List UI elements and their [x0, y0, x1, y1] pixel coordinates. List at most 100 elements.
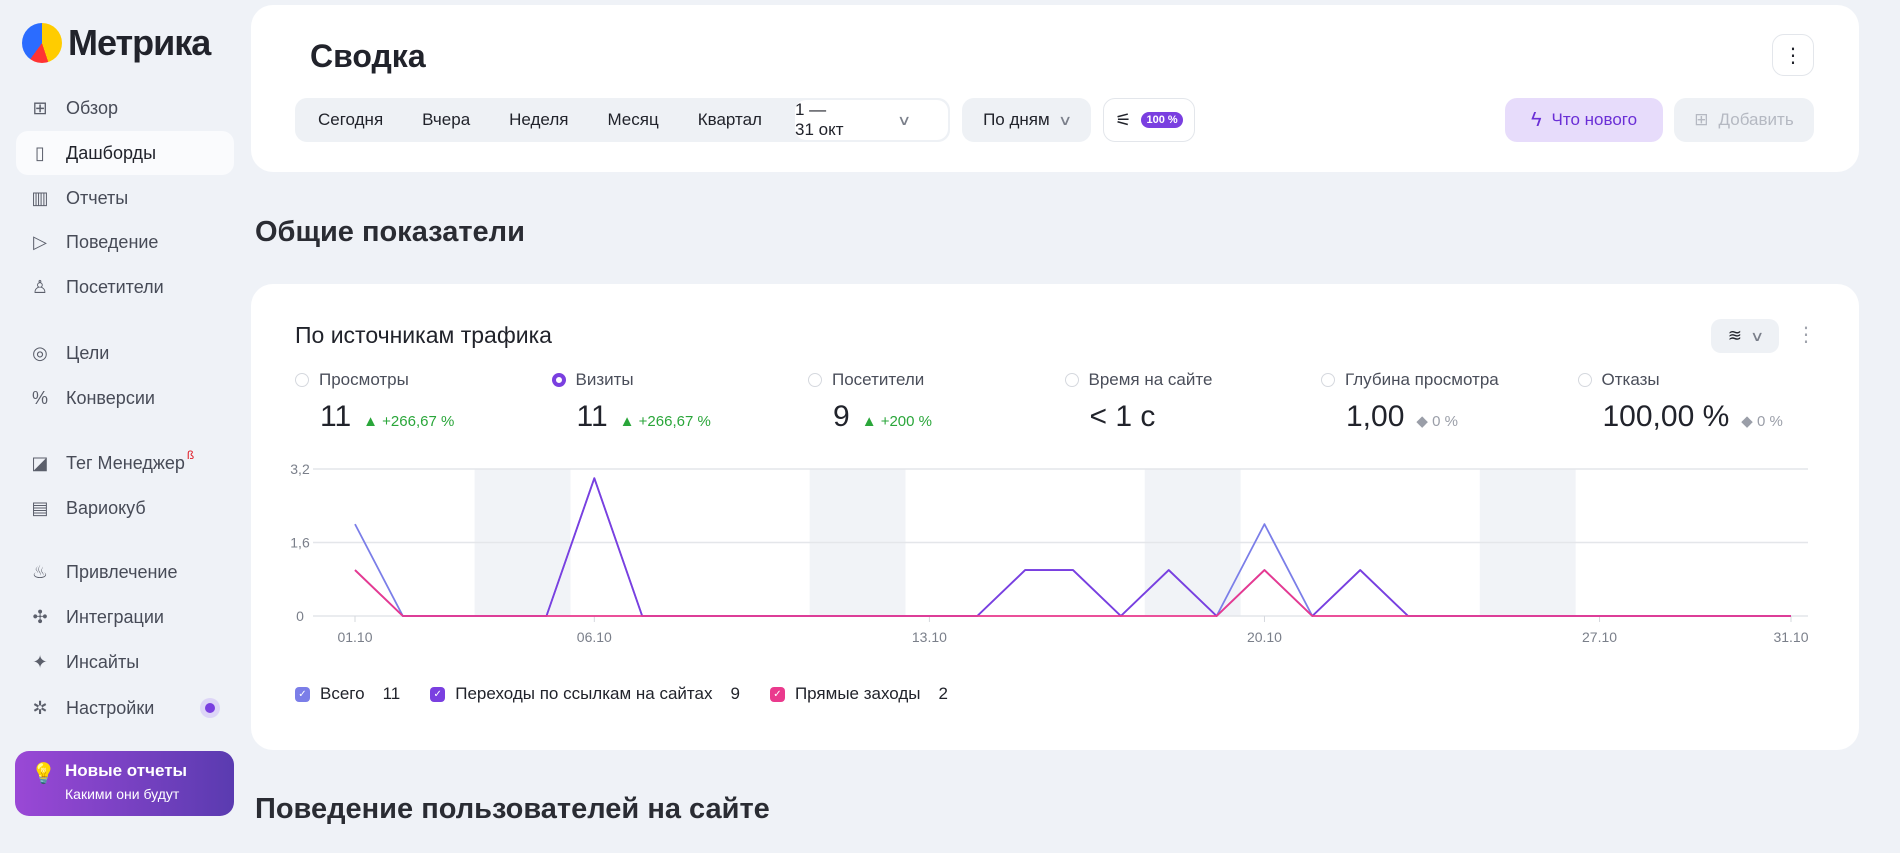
legend-total: 11 — [382, 684, 401, 703]
metric-label: Посетители — [832, 370, 925, 389]
promo-subtitle: Какими они будут — [65, 786, 180, 802]
x-tick-label: 01.10 — [337, 629, 372, 645]
period-yesterday[interactable]: Вчера — [422, 110, 471, 129]
sampling-badge: 100 % — [1141, 112, 1183, 128]
metric-label: Глубина просмотра — [1345, 370, 1499, 389]
metric-5[interactable]: Отказы 100,00 % ◆ 0 % — [1577, 370, 1783, 434]
sidebar-item-label: Цели — [66, 342, 110, 363]
sidebar-item-9[interactable]: ♨ Привлечение — [16, 550, 234, 594]
promo-new-reports[interactable]: 💡 Новые отчеты Какими они будут — [15, 751, 234, 816]
chevron-down-icon: ∨ — [1749, 327, 1765, 344]
line-chart-icon: ≋ — [1727, 326, 1742, 345]
legend-total: 9 — [730, 684, 740, 703]
sidebar-item-3[interactable]: ▷ Поведение — [16, 220, 234, 264]
metric-value: 11 — [320, 400, 352, 433]
metric-radio[interactable] — [1577, 373, 1592, 387]
period-selector: Сегодня Вчера Неделя Месяц Квартал 1 — 3… — [295, 98, 950, 142]
section-title-general: Общие показатели — [255, 216, 525, 248]
metric-value: < 1 с — [1089, 400, 1156, 433]
sidebar-item-11[interactable]: ✦ Инсайты — [16, 640, 234, 684]
metric-3[interactable]: Время на сайте < 1 с — [1064, 370, 1212, 434]
metric-1[interactable]: Визиты 11 ▲ +266,67 % — [551, 370, 711, 434]
widget-more-icon[interactable]: ⋮ — [1796, 324, 1816, 346]
target-icon: ◎ — [32, 342, 48, 363]
legend-checkbox[interactable]: ✓ — [430, 686, 446, 702]
chart-type-dropdown[interactable]: ≋ ∨ — [1711, 319, 1779, 353]
variocube-icon: ▤ — [31, 497, 49, 518]
period-today[interactable]: Сегодня — [318, 110, 384, 129]
metric-delta: ◆ 0 % — [1741, 413, 1783, 430]
period-week[interactable]: Неделя — [509, 110, 569, 129]
metric-0[interactable]: Просмотры 11 ▲ +266,67 % — [295, 370, 454, 434]
sidebar-item-6[interactable]: % Конверсии — [16, 376, 234, 420]
sidebar-item-label: Привлечение — [66, 561, 178, 582]
y-tick-label: 1,6 — [290, 535, 310, 551]
sidebar-item-5[interactable]: ◎ Цели — [16, 331, 234, 375]
lightbulb-icon: 💡 — [31, 763, 56, 785]
period-quarter[interactable]: Квартал — [697, 110, 762, 129]
logo-text: Метрика — [68, 22, 211, 63]
sidebar-item-label: Дашборды — [66, 142, 156, 163]
add-label: Добавить — [1718, 110, 1794, 129]
period-month[interactable]: Месяц — [607, 110, 659, 129]
section-title-behavior: Поведение пользователей на сайте — [255, 793, 770, 825]
gear-icon: ✲ — [32, 697, 48, 718]
notification-dot — [200, 698, 220, 718]
sidebar-item-2[interactable]: ▥ Отчеты — [16, 176, 234, 220]
date-range-picker[interactable]: 1 — 31 окт ∨ — [795, 100, 948, 140]
metric-delta: ◆ 0 % — [1416, 413, 1458, 430]
metrika-logo-icon — [22, 23, 62, 63]
fire-icon: ♨ — [31, 561, 49, 582]
sidebar-item-label: Вариокуб — [66, 497, 146, 518]
add-widget-button[interactable]: ⊞ Добавить — [1674, 98, 1814, 142]
metric-radio[interactable] — [808, 373, 822, 387]
promo-title: Новые отчеты — [65, 761, 188, 780]
widget-title: По источникам трафика — [295, 322, 552, 348]
tag-manager-icon: ◪ — [31, 452, 49, 473]
logo[interactable]: Метрика — [22, 22, 211, 64]
sliders-icon: ⚟ — [1115, 109, 1132, 130]
metric-delta: ▲ +200 % — [861, 413, 932, 430]
metric-value: 11 — [576, 400, 608, 433]
sidebar-item-10[interactable]: ✣ Интеграции — [16, 595, 234, 639]
metric-value: 1,00 — [1346, 400, 1405, 433]
chevron-down-icon: ∨ — [896, 111, 912, 128]
sidebar-item-0[interactable]: ⊞ Обзор — [16, 86, 234, 130]
sidebar-item-7[interactable]: ◪ Тег Менеджер ß — [16, 441, 234, 485]
header-card: Сводка ⋮ — [251, 5, 1859, 172]
sidebar-item-1[interactable]: ▯ Дашборды — [16, 131, 234, 175]
metric-radio[interactable] — [1064, 373, 1079, 387]
sidebar-item-label: Конверсии — [66, 387, 155, 408]
x-tick-label: 20.10 — [1247, 629, 1282, 645]
sidebar-item-4[interactable]: ♙ Посетители — [16, 265, 234, 309]
metric-radio[interactable] — [551, 373, 566, 387]
grouping-dropdown[interactable]: По дням ∨ — [962, 98, 1091, 142]
sidebar-item-label: Интеграции — [66, 606, 164, 627]
legend-checkbox[interactable]: ✓ — [769, 686, 785, 702]
person-icon: ♙ — [31, 276, 49, 297]
lightning-icon: ϟ — [1530, 108, 1542, 131]
metric-delta: ▲ +266,67 % — [619, 413, 711, 430]
whats-new-button[interactable]: ϟ Что нового — [1505, 98, 1663, 142]
legend-label: Всего — [320, 684, 365, 703]
sidebar-item-8[interactable]: ▤ Вариокуб — [16, 486, 234, 530]
chevron-down-icon: ∨ — [1057, 111, 1072, 128]
sampling-button[interactable]: ⚟ 100 % — [1103, 98, 1195, 142]
more-menu-button[interactable]: ⋮ — [1772, 34, 1814, 76]
legend-checkbox[interactable]: ✓ — [295, 686, 310, 702]
bar-chart-icon: ▥ — [31, 187, 49, 208]
x-tick-label: 27.10 — [1582, 629, 1617, 645]
sidebar-item-label: Посетители — [66, 276, 164, 297]
sidebar-item-label: Настройки — [66, 697, 155, 718]
sidebar-item-label: Обзор — [66, 97, 118, 118]
x-tick-label: 13.10 — [912, 629, 947, 645]
sidebar-item-12[interactable]: ✲ Настройки — [16, 686, 234, 730]
metric-2[interactable]: Посетители 9 ▲ +200 % — [808, 370, 932, 434]
legend-label: Прямые заходы — [794, 684, 921, 703]
sidebar-item-label: Поведение — [66, 231, 159, 252]
metric-radio[interactable] — [295, 373, 309, 387]
metric-4[interactable]: Глубина просмотра 1,00 ◆ 0 % — [1321, 370, 1499, 434]
metric-radio[interactable] — [1321, 373, 1335, 387]
x-tick-label: 06.10 — [577, 629, 612, 645]
y-tick-label: 0 — [296, 608, 304, 624]
